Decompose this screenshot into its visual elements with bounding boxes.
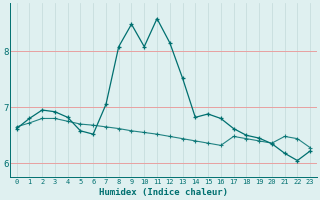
X-axis label: Humidex (Indice chaleur): Humidex (Indice chaleur) (99, 188, 228, 197)
